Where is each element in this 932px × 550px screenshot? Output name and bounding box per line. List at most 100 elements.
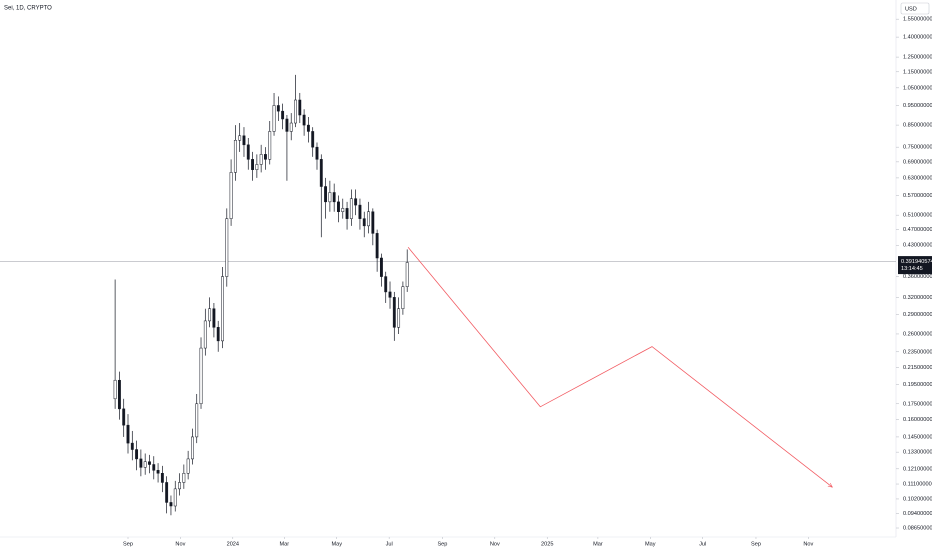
y-tick-label: 0.69000000 bbox=[903, 159, 932, 165]
y-tick-label: 0.47000000 bbox=[903, 227, 932, 233]
y-tick-label: 0.21500000 bbox=[903, 365, 932, 371]
candle-body bbox=[349, 198, 353, 219]
y-tick-label: 0.17500000 bbox=[903, 401, 932, 407]
x-tick-label: 2025 bbox=[541, 541, 553, 547]
candle-body bbox=[392, 297, 396, 328]
candle-body bbox=[289, 122, 293, 132]
y-tick-label: 0.85000000 bbox=[903, 123, 932, 129]
x-tick-label: 2024 bbox=[227, 541, 239, 547]
candle-body bbox=[199, 347, 203, 405]
chart-title: Sei, 1D, CRYPTO bbox=[4, 6, 52, 12]
candle-body bbox=[281, 110, 285, 120]
candle-body bbox=[388, 291, 392, 298]
last-price-label: 0.391940574 bbox=[901, 259, 932, 265]
candle-body bbox=[203, 320, 207, 349]
x-tick-label: Mar bbox=[280, 541, 290, 547]
y-tick-label: 1.15000000 bbox=[903, 69, 932, 75]
candle-body bbox=[117, 379, 121, 410]
candle-body bbox=[173, 488, 177, 507]
candle-body bbox=[139, 458, 143, 468]
candle-body bbox=[298, 99, 302, 116]
y-tick-label: 0.43000000 bbox=[903, 243, 932, 249]
candle-body bbox=[195, 403, 199, 438]
candle-body bbox=[401, 286, 405, 309]
candle-body bbox=[367, 211, 370, 227]
candle-body bbox=[375, 233, 379, 259]
candle-body bbox=[135, 449, 139, 460]
candle-body bbox=[397, 308, 401, 328]
currency[interactable]: USD bbox=[905, 6, 917, 12]
candle-body bbox=[165, 482, 169, 503]
candle-body bbox=[264, 154, 267, 160]
candle-body bbox=[221, 276, 224, 342]
x-tick-label: Jul bbox=[699, 541, 706, 547]
last-price-countdown: 13:14:45 bbox=[901, 266, 923, 272]
candle-body bbox=[126, 424, 130, 444]
candle-body bbox=[113, 379, 117, 400]
x-tick-label: Nov bbox=[803, 541, 813, 547]
candle-body bbox=[276, 105, 280, 112]
candle-body bbox=[255, 164, 259, 170]
candle-body bbox=[143, 461, 147, 468]
y-tick-label: 0.11100000 bbox=[903, 482, 932, 488]
candle-body bbox=[182, 473, 186, 483]
x-tick-label: Jul bbox=[386, 541, 393, 547]
candle-body bbox=[259, 154, 263, 165]
y-tick-label: 0.29000000 bbox=[903, 312, 932, 318]
candle-body bbox=[186, 458, 190, 474]
y-tick-label: 0.36000000 bbox=[903, 274, 932, 280]
x-tick-label: May bbox=[331, 541, 342, 547]
y-tick-label: 1.55000000 bbox=[903, 17, 932, 23]
y-tick-label: 0.51000000 bbox=[903, 213, 932, 219]
candle-body bbox=[251, 159, 254, 170]
candle-body bbox=[328, 192, 332, 203]
candle-body bbox=[190, 436, 194, 460]
candle-body bbox=[315, 146, 319, 160]
y-tick-label: 0.14500000 bbox=[903, 434, 932, 440]
candle-body bbox=[208, 308, 212, 322]
candle-body bbox=[238, 135, 242, 141]
y-tick-label: 0.13300000 bbox=[903, 450, 932, 456]
candle-body bbox=[337, 201, 340, 212]
candle-body bbox=[294, 99, 297, 124]
candle-body bbox=[384, 276, 388, 293]
candle-body bbox=[156, 470, 160, 474]
candle-body bbox=[148, 461, 151, 465]
candle-body bbox=[324, 186, 328, 203]
candle-body bbox=[341, 208, 345, 212]
y-tick-label: 0.75000000 bbox=[903, 145, 932, 151]
candle-body bbox=[358, 204, 362, 219]
y-tick-label: 0.63000000 bbox=[903, 175, 932, 181]
candle-body bbox=[405, 262, 409, 287]
candle-body bbox=[268, 131, 272, 160]
candle-body bbox=[178, 482, 181, 490]
x-tick-label: Nov bbox=[490, 541, 500, 547]
y-tick-label: 0.57000000 bbox=[903, 193, 932, 199]
y-tick-label: 0.09400000 bbox=[903, 511, 932, 517]
candle-body bbox=[311, 131, 315, 148]
candle-body bbox=[130, 442, 134, 450]
y-tick-label: 0.95000000 bbox=[903, 103, 932, 109]
x-tick-label: Sep bbox=[751, 541, 761, 547]
candle-body bbox=[285, 118, 289, 132]
y-tick-label: 0.23500000 bbox=[903, 349, 932, 355]
y-tick-label: 0.26000000 bbox=[903, 331, 932, 337]
candle-body bbox=[169, 502, 173, 507]
candle-body bbox=[379, 257, 383, 277]
currency-box[interactable] bbox=[900, 2, 930, 15]
candle-body bbox=[345, 208, 349, 219]
y-tick-label: 0.12100000 bbox=[903, 466, 932, 472]
candle-body bbox=[233, 140, 237, 173]
x-tick-label: Mar bbox=[593, 541, 603, 547]
y-tick-label: 0.16000000 bbox=[903, 417, 932, 423]
candle-body bbox=[242, 135, 246, 146]
x-tick-label: May bbox=[645, 541, 656, 547]
last-price-box bbox=[898, 256, 932, 275]
y-tick-label: 1.05000000 bbox=[903, 85, 932, 91]
candle-body bbox=[212, 308, 216, 328]
candle-body bbox=[306, 124, 310, 132]
candle-body bbox=[122, 408, 126, 426]
y-tick-label: 0.19500000 bbox=[903, 382, 932, 388]
